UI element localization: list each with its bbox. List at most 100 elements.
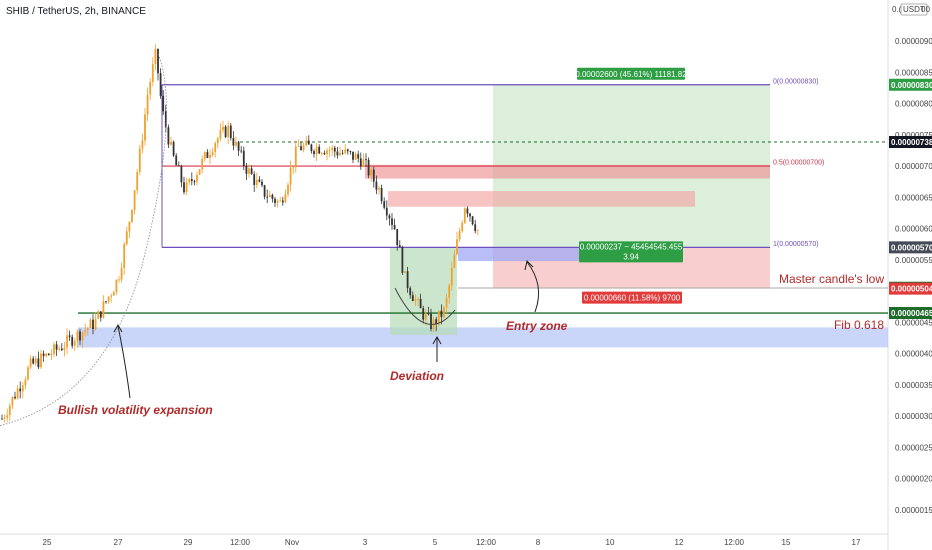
candle-body bbox=[99, 311, 102, 318]
currency-label[interactable]: USDT bbox=[903, 5, 925, 14]
candle-body bbox=[352, 151, 354, 160]
candle bbox=[310, 143, 313, 154]
candle bbox=[279, 196, 282, 202]
bullish-arrow bbox=[117, 325, 131, 399]
annotation-master-candle: Master candle's low bbox=[779, 272, 884, 286]
candle-body bbox=[66, 335, 68, 348]
candle-body bbox=[86, 328, 89, 331]
candle bbox=[14, 391, 16, 400]
candle bbox=[16, 384, 19, 400]
candle-body bbox=[63, 347, 66, 351]
candle-body bbox=[206, 152, 209, 158]
candle-body bbox=[136, 171, 139, 191]
resistance-zone-upper bbox=[365, 164, 770, 179]
candle bbox=[344, 144, 347, 155]
candle-body bbox=[125, 231, 128, 245]
candle bbox=[146, 87, 149, 122]
candle bbox=[118, 275, 120, 283]
candle-body bbox=[167, 127, 170, 145]
candle-body bbox=[437, 310, 440, 325]
candle bbox=[469, 212, 471, 222]
candle-body bbox=[307, 140, 310, 145]
candle-body bbox=[461, 222, 464, 232]
candle bbox=[198, 169, 201, 176]
candle-body bbox=[216, 138, 219, 144]
candle-body bbox=[146, 94, 149, 115]
candle-body bbox=[183, 182, 185, 193]
candle bbox=[209, 149, 211, 165]
candle bbox=[123, 241, 126, 275]
candle bbox=[378, 185, 380, 195]
price-badge-label: 0.00000830 bbox=[891, 81, 932, 90]
deviation-arrowhead bbox=[432, 335, 442, 345]
candle-body bbox=[115, 279, 118, 293]
candle-body bbox=[110, 295, 113, 297]
candle bbox=[58, 345, 61, 352]
candle-body bbox=[8, 405, 11, 416]
x-tick-label: Nov bbox=[285, 538, 299, 547]
candle-body bbox=[419, 298, 422, 309]
candle bbox=[201, 155, 204, 174]
candle-body bbox=[196, 174, 198, 182]
candle-body bbox=[315, 146, 318, 154]
candles bbox=[1, 44, 479, 423]
candle bbox=[203, 151, 206, 162]
candle-body bbox=[279, 200, 282, 202]
candle-body bbox=[81, 332, 84, 341]
candle bbox=[214, 141, 217, 158]
candle-body bbox=[120, 267, 123, 280]
candle-body bbox=[320, 153, 323, 154]
candle-body bbox=[305, 140, 308, 146]
candle-body bbox=[261, 181, 263, 186]
candle-body bbox=[380, 187, 383, 202]
candle-body bbox=[242, 150, 245, 166]
candle-body bbox=[11, 396, 14, 406]
candle bbox=[253, 171, 256, 192]
candle-body bbox=[443, 307, 445, 318]
candle bbox=[281, 196, 284, 206]
candle-body bbox=[105, 301, 107, 303]
candle-body bbox=[47, 353, 50, 356]
candle-body bbox=[219, 130, 222, 139]
candle-body bbox=[328, 150, 331, 152]
drawing-labels: Bullish volatility expansion Deviation Ent… bbox=[58, 67, 884, 417]
candle bbox=[76, 329, 79, 349]
candle bbox=[188, 177, 191, 185]
candle-body bbox=[323, 153, 326, 155]
candle bbox=[367, 157, 370, 179]
candle bbox=[448, 283, 451, 304]
candle bbox=[383, 197, 386, 210]
candle-body bbox=[292, 167, 295, 169]
candle-body bbox=[32, 358, 35, 364]
candle-body bbox=[396, 229, 399, 246]
candle bbox=[141, 133, 144, 154]
x-tick-label: 29 bbox=[184, 538, 193, 547]
candle bbox=[474, 219, 477, 234]
candle bbox=[357, 150, 360, 163]
candle bbox=[102, 295, 105, 319]
candle-body bbox=[203, 152, 206, 159]
time-axis[interactable]: 25 27 29 12:00 Nov 3 5 12:00 8 10 12 12:00 15 17 bbox=[43, 538, 861, 547]
candle bbox=[406, 266, 409, 293]
candle-body bbox=[118, 279, 120, 281]
candle bbox=[292, 167, 295, 175]
candle bbox=[19, 381, 22, 399]
candle-body bbox=[284, 194, 287, 203]
candle-body bbox=[354, 154, 357, 160]
candle-body bbox=[97, 311, 100, 319]
candle bbox=[404, 271, 406, 274]
candle-body bbox=[6, 415, 9, 418]
candle bbox=[63, 341, 66, 357]
currency-suffix: 00 bbox=[921, 5, 930, 14]
candle bbox=[34, 355, 37, 367]
candle-body bbox=[92, 319, 94, 330]
candle-body bbox=[112, 292, 115, 296]
candle bbox=[302, 142, 305, 153]
candle bbox=[50, 348, 53, 361]
candle bbox=[445, 293, 448, 314]
